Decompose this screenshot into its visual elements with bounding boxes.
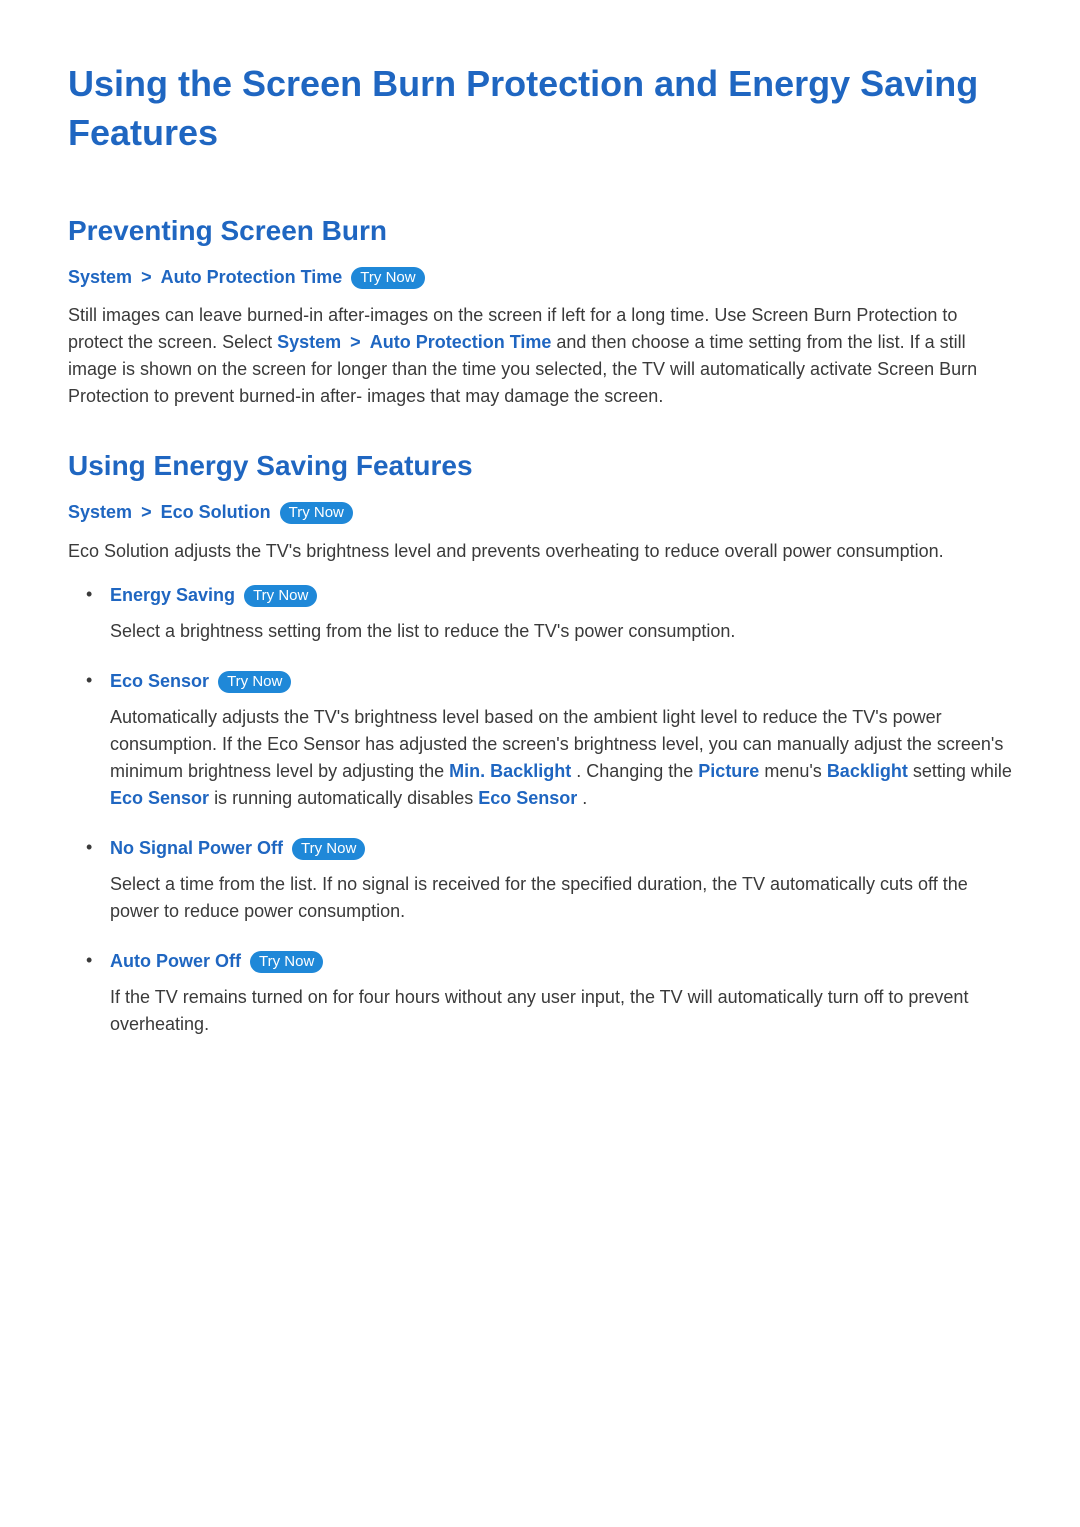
path-seg-auto-protection-time: Auto Protection Time: [161, 267, 343, 287]
text-segment: . Changing the: [576, 761, 698, 781]
prevent-body: Still images can leave burned-in after-i…: [68, 302, 1012, 410]
energy-intro: Eco Solution adjusts the TV's brightness…: [68, 538, 1012, 565]
feature-title-line: No Signal Power Off Try Now: [110, 836, 1012, 861]
path-seg-system: System: [68, 267, 132, 287]
text-segment: menu's: [764, 761, 826, 781]
emph-eco-sensor: Eco Sensor: [110, 788, 209, 808]
try-now-button[interactable]: Try Now: [218, 671, 291, 693]
try-now-button[interactable]: Try Now: [244, 585, 317, 607]
feature-title-line: Eco Sensor Try Now: [110, 669, 1012, 694]
feature-body: Select a brightness setting from the lis…: [110, 618, 1012, 645]
feature-list: Energy Saving Try Now Select a brightnes…: [68, 583, 1012, 1039]
chevron-icon: >: [137, 502, 156, 522]
section-heading-energy: Using Energy Saving Features: [68, 450, 1012, 482]
chevron-icon: >: [137, 267, 156, 287]
list-item: Auto Power Off Try Now If the TV remains…: [92, 949, 1012, 1038]
feature-title-energy-saving: Energy Saving: [110, 585, 235, 605]
try-now-button[interactable]: Try Now: [351, 267, 424, 289]
feature-body: Select a time from the list. If no signa…: [110, 871, 1012, 925]
path-seg-system: System: [68, 502, 132, 522]
path-seg-eco-solution: Eco Solution: [161, 502, 271, 522]
list-item: Eco Sensor Try Now Automatically adjusts…: [92, 669, 1012, 812]
page-title: Using the Screen Burn Protection and Ene…: [68, 60, 1012, 157]
emph-backlight: Backlight: [827, 761, 908, 781]
feature-title-no-signal: No Signal Power Off: [110, 838, 283, 858]
section-heading-prevent: Preventing Screen Burn: [68, 215, 1012, 247]
emph-min-backlight: Min. Backlight: [449, 761, 571, 781]
feature-title-line: Energy Saving Try Now: [110, 583, 1012, 608]
feature-body: If the TV remains turned on for four hou…: [110, 984, 1012, 1038]
feature-title-line: Auto Power Off Try Now: [110, 949, 1012, 974]
text-segment: .: [582, 788, 587, 808]
try-now-button[interactable]: Try Now: [250, 951, 323, 973]
feature-body: Automatically adjusts the TV's brightnes…: [110, 704, 1012, 812]
emph-auto-protection-time: Auto Protection Time: [370, 332, 552, 352]
feature-title-auto-power-off: Auto Power Off: [110, 951, 241, 971]
menu-path-prevent: System > Auto Protection Time Try Now: [68, 265, 1012, 290]
emph-picture: Picture: [698, 761, 759, 781]
try-now-button[interactable]: Try Now: [292, 838, 365, 860]
menu-path-energy: System > Eco Solution Try Now: [68, 500, 1012, 525]
emph-eco-sensor: Eco Sensor: [478, 788, 577, 808]
manual-page: Using the Screen Burn Protection and Ene…: [0, 0, 1080, 1122]
text-segment: is running automatically disables: [214, 788, 478, 808]
list-item: Energy Saving Try Now Select a brightnes…: [92, 583, 1012, 645]
emph-system: System: [277, 332, 341, 352]
feature-title-eco-sensor: Eco Sensor: [110, 671, 209, 691]
try-now-button[interactable]: Try Now: [280, 502, 353, 524]
chevron-icon: >: [346, 332, 365, 352]
list-item: No Signal Power Off Try Now Select a tim…: [92, 836, 1012, 925]
text-segment: setting while: [913, 761, 1012, 781]
